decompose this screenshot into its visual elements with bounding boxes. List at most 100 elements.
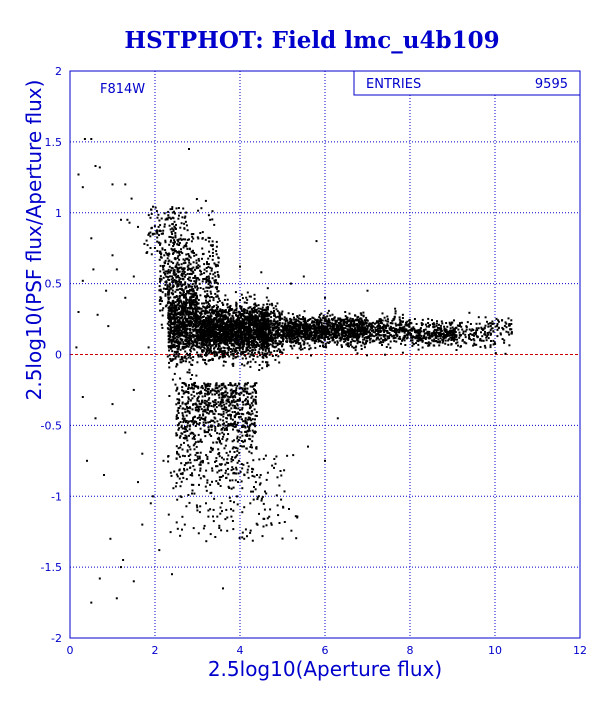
data-point <box>435 324 438 327</box>
data-point <box>168 290 171 293</box>
data-point <box>169 357 172 360</box>
data-point <box>215 315 218 318</box>
data-point <box>180 330 183 333</box>
data-point <box>242 320 245 323</box>
data-point <box>170 292 173 295</box>
data-point <box>169 322 172 324</box>
data-point <box>287 328 290 331</box>
data-point <box>190 279 193 282</box>
data-point <box>359 341 361 344</box>
data-point <box>366 336 369 338</box>
data-point <box>344 311 347 313</box>
data-point <box>346 342 349 345</box>
data-point <box>346 334 349 337</box>
data-point <box>197 355 200 358</box>
data-point <box>251 319 254 322</box>
data-point <box>290 282 292 285</box>
data-point <box>240 308 243 311</box>
data-point <box>292 321 294 324</box>
data-point <box>261 367 264 370</box>
data-point <box>166 302 169 305</box>
data-point <box>212 320 215 323</box>
data-point <box>391 335 394 338</box>
data-point <box>197 306 200 309</box>
data-point <box>246 362 249 365</box>
data-point <box>393 329 395 332</box>
data-point <box>188 304 191 307</box>
data-point <box>314 331 317 334</box>
data-point <box>210 336 212 339</box>
data-point <box>369 341 372 344</box>
data-point <box>335 320 338 323</box>
data-point <box>462 332 465 335</box>
data-point <box>347 320 350 323</box>
data-point <box>251 346 254 349</box>
data-point <box>297 337 300 340</box>
data-point <box>220 319 223 322</box>
data-point <box>281 343 284 346</box>
data-point <box>172 300 175 303</box>
data-point <box>263 316 266 319</box>
data-point <box>440 320 443 323</box>
data-point <box>222 318 225 321</box>
data-point <box>181 283 184 286</box>
data-point <box>179 329 182 332</box>
data-point <box>177 347 180 350</box>
data-point <box>228 313 231 315</box>
data-point <box>243 310 246 313</box>
data-point <box>232 339 235 341</box>
data-point <box>470 339 473 341</box>
data-point <box>342 322 345 325</box>
data-point <box>256 325 259 328</box>
data-point <box>438 344 441 347</box>
data-point <box>258 364 261 366</box>
data-point <box>247 332 250 334</box>
data-point <box>411 341 414 344</box>
data-point <box>261 321 264 324</box>
data-point <box>223 339 226 342</box>
data-point <box>428 337 431 340</box>
data-point <box>173 332 175 335</box>
data-point <box>368 336 370 339</box>
data-point <box>300 329 303 332</box>
data-point <box>279 351 281 354</box>
data-point <box>404 334 407 337</box>
data-point <box>199 314 202 317</box>
data-point <box>223 315 226 318</box>
data-point <box>301 318 304 321</box>
data-point <box>339 321 342 324</box>
data-point <box>335 325 338 328</box>
data-point <box>409 321 412 324</box>
data-point <box>199 311 202 314</box>
data-point <box>285 324 288 327</box>
data-point <box>378 327 380 330</box>
data-point <box>246 312 248 315</box>
data-point <box>186 309 189 312</box>
data-point <box>171 339 174 342</box>
data-point <box>433 325 436 328</box>
data-point <box>296 340 299 343</box>
data-point <box>245 347 248 349</box>
data-point <box>174 383 177 386</box>
data-point <box>208 351 211 354</box>
data-point <box>179 377 182 380</box>
data-point <box>450 322 453 325</box>
data-point <box>195 292 198 295</box>
data-point <box>189 296 192 299</box>
data-point <box>225 339 228 341</box>
data-point <box>132 388 135 391</box>
data-point <box>203 312 206 315</box>
data-point <box>277 323 280 326</box>
data-point <box>349 326 352 329</box>
data-point <box>299 318 302 321</box>
data-point <box>376 320 379 323</box>
data-point <box>200 334 203 337</box>
data-point <box>499 332 502 335</box>
data-point <box>453 333 456 336</box>
data-point <box>347 328 350 331</box>
data-point <box>403 331 406 334</box>
data-point <box>369 337 372 340</box>
data-point <box>257 350 260 353</box>
data-point <box>484 333 487 336</box>
